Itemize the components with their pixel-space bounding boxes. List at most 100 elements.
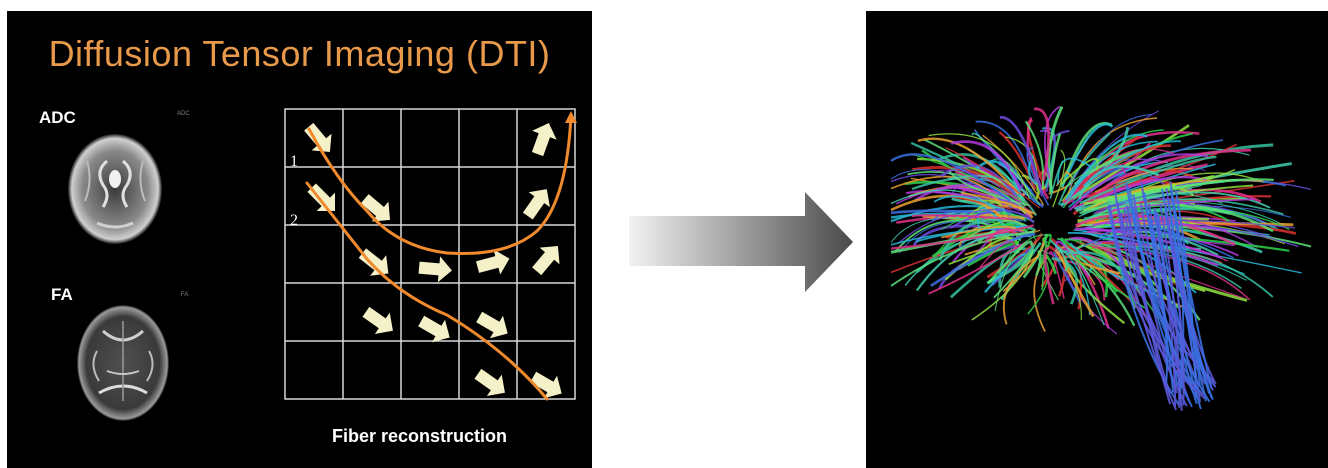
fiber-strand <box>962 220 1026 241</box>
tensor-vector-arrow <box>418 315 450 343</box>
brain-scans <box>68 134 169 421</box>
adc-brain-scan <box>68 134 162 244</box>
fiber-strand <box>890 224 1035 250</box>
fiber-strand <box>1051 257 1078 305</box>
tensor-vector-arrow <box>360 194 391 222</box>
fiber-strand <box>1033 256 1048 332</box>
fiber-strand <box>914 184 1033 218</box>
fiber-strand <box>1024 120 1045 188</box>
fiber-strand <box>1009 168 1041 205</box>
fiber-strand <box>1038 233 1052 267</box>
right-arrow-icon <box>629 192 853 292</box>
fiber-strand <box>1044 105 1061 180</box>
fiber-track-1 <box>307 113 573 255</box>
fiber-strand <box>968 208 1011 217</box>
fiber-strand <box>890 230 1035 287</box>
fiber-strand <box>950 209 1035 229</box>
fiber-strand <box>945 147 1040 209</box>
track-arrowhead <box>565 111 577 123</box>
fiber-strand <box>966 240 1020 267</box>
fiber-strand <box>950 140 1022 191</box>
grid-lines <box>284 108 576 400</box>
adc-small-label: ADC <box>177 111 190 117</box>
tensor-vector-arrow <box>304 122 332 153</box>
dti-panel: Diffusion Tensor Imaging (DTI) ADC ADC F… <box>7 11 592 468</box>
fiber-strand <box>938 218 1036 261</box>
fiber-strand <box>1057 237 1105 326</box>
fiber-grid-diagram: 1 2 <box>284 108 577 401</box>
tensor-vector-arrow <box>530 371 562 399</box>
fiber-strand <box>948 170 1028 207</box>
brain-fiber-tractography-icon <box>890 105 1312 411</box>
fiber-strand <box>1132 213 1201 393</box>
fiber-strand <box>1111 220 1206 399</box>
fiber-strand <box>930 232 1036 287</box>
fiber-strand <box>1090 191 1271 219</box>
tensor-vector-arrow <box>418 256 452 283</box>
tensor-vector-arrow <box>476 311 508 339</box>
fiber-track-2 <box>305 181 549 401</box>
fiber-strand <box>928 133 1030 200</box>
fiber-strand <box>987 240 1033 285</box>
fiber-reconstruction-caption: Fiber reconstruction <box>332 426 508 446</box>
fiber-strand <box>1167 203 1213 398</box>
fiber-strand <box>986 232 1043 279</box>
fiber-strand <box>1068 114 1152 189</box>
fiber-strand <box>1057 157 1092 185</box>
fiber-strand <box>984 227 1017 242</box>
fa-small-label: FA <box>181 292 189 298</box>
fiber-strand <box>1095 148 1252 196</box>
fiber-strand <box>1060 158 1099 186</box>
fiber-strand <box>1174 189 1197 401</box>
fiber-strand <box>1057 132 1111 206</box>
fiber-strand <box>1069 254 1121 275</box>
fiber-strand <box>1055 240 1091 278</box>
fiber-strand <box>1097 176 1208 201</box>
track-number-2: 2 <box>290 212 298 229</box>
fiber-strand <box>928 241 1027 295</box>
fiber-strand <box>979 240 1016 269</box>
fiber-strand <box>1052 149 1066 208</box>
fiber-strand <box>1059 126 1130 207</box>
tensor-vector-arrow <box>474 368 505 396</box>
fiber-strand <box>1082 140 1181 187</box>
panel-title: Diffusion Tensor Imaging (DTI) <box>48 33 551 74</box>
fiber-strand <box>1068 153 1209 212</box>
fiber-strand <box>1115 202 1178 411</box>
tensor-vector-arrow <box>358 248 389 276</box>
fiber-strand <box>1165 211 1185 406</box>
fiber-strand <box>961 192 1036 215</box>
fiber-strand <box>1169 181 1213 389</box>
tensor-vector-arrow <box>522 189 550 220</box>
fiber-strand <box>1126 206 1171 395</box>
fiber-strand <box>1074 213 1236 246</box>
fiber-strand <box>911 214 1012 221</box>
fiber-strand <box>975 160 1022 196</box>
fiber-strand <box>890 153 1012 202</box>
fiber-strand <box>1050 239 1068 272</box>
tractography-panel <box>866 11 1328 468</box>
adc-label: ADC <box>39 108 76 127</box>
fiber-strand <box>1079 155 1217 205</box>
fiber-strand <box>991 248 1031 287</box>
fiber-strand <box>999 115 1044 197</box>
fiber-strand <box>1079 178 1274 215</box>
fiber-strand <box>933 195 1007 213</box>
tensor-vector-arrow <box>531 123 557 157</box>
fiber-strand <box>1082 168 1194 205</box>
fiber-strand <box>933 169 1020 203</box>
fiber-strand <box>941 225 1016 239</box>
fiber-strand <box>1049 133 1062 193</box>
fiber-strand <box>1159 203 1181 408</box>
fiber-strand <box>1035 250 1042 277</box>
tensor-vector-arrow <box>475 249 510 275</box>
track-number-1: 1 <box>290 153 298 170</box>
fiber-strand <box>977 207 1007 231</box>
fiber-tracks <box>305 111 577 401</box>
tensor-vectors <box>304 122 562 399</box>
fiber-strand <box>1049 160 1064 199</box>
fiber-strand <box>982 134 1045 206</box>
fiber-strand <box>1055 249 1095 318</box>
fiber-strand <box>1063 164 1109 192</box>
fiber-strand <box>1043 247 1055 305</box>
